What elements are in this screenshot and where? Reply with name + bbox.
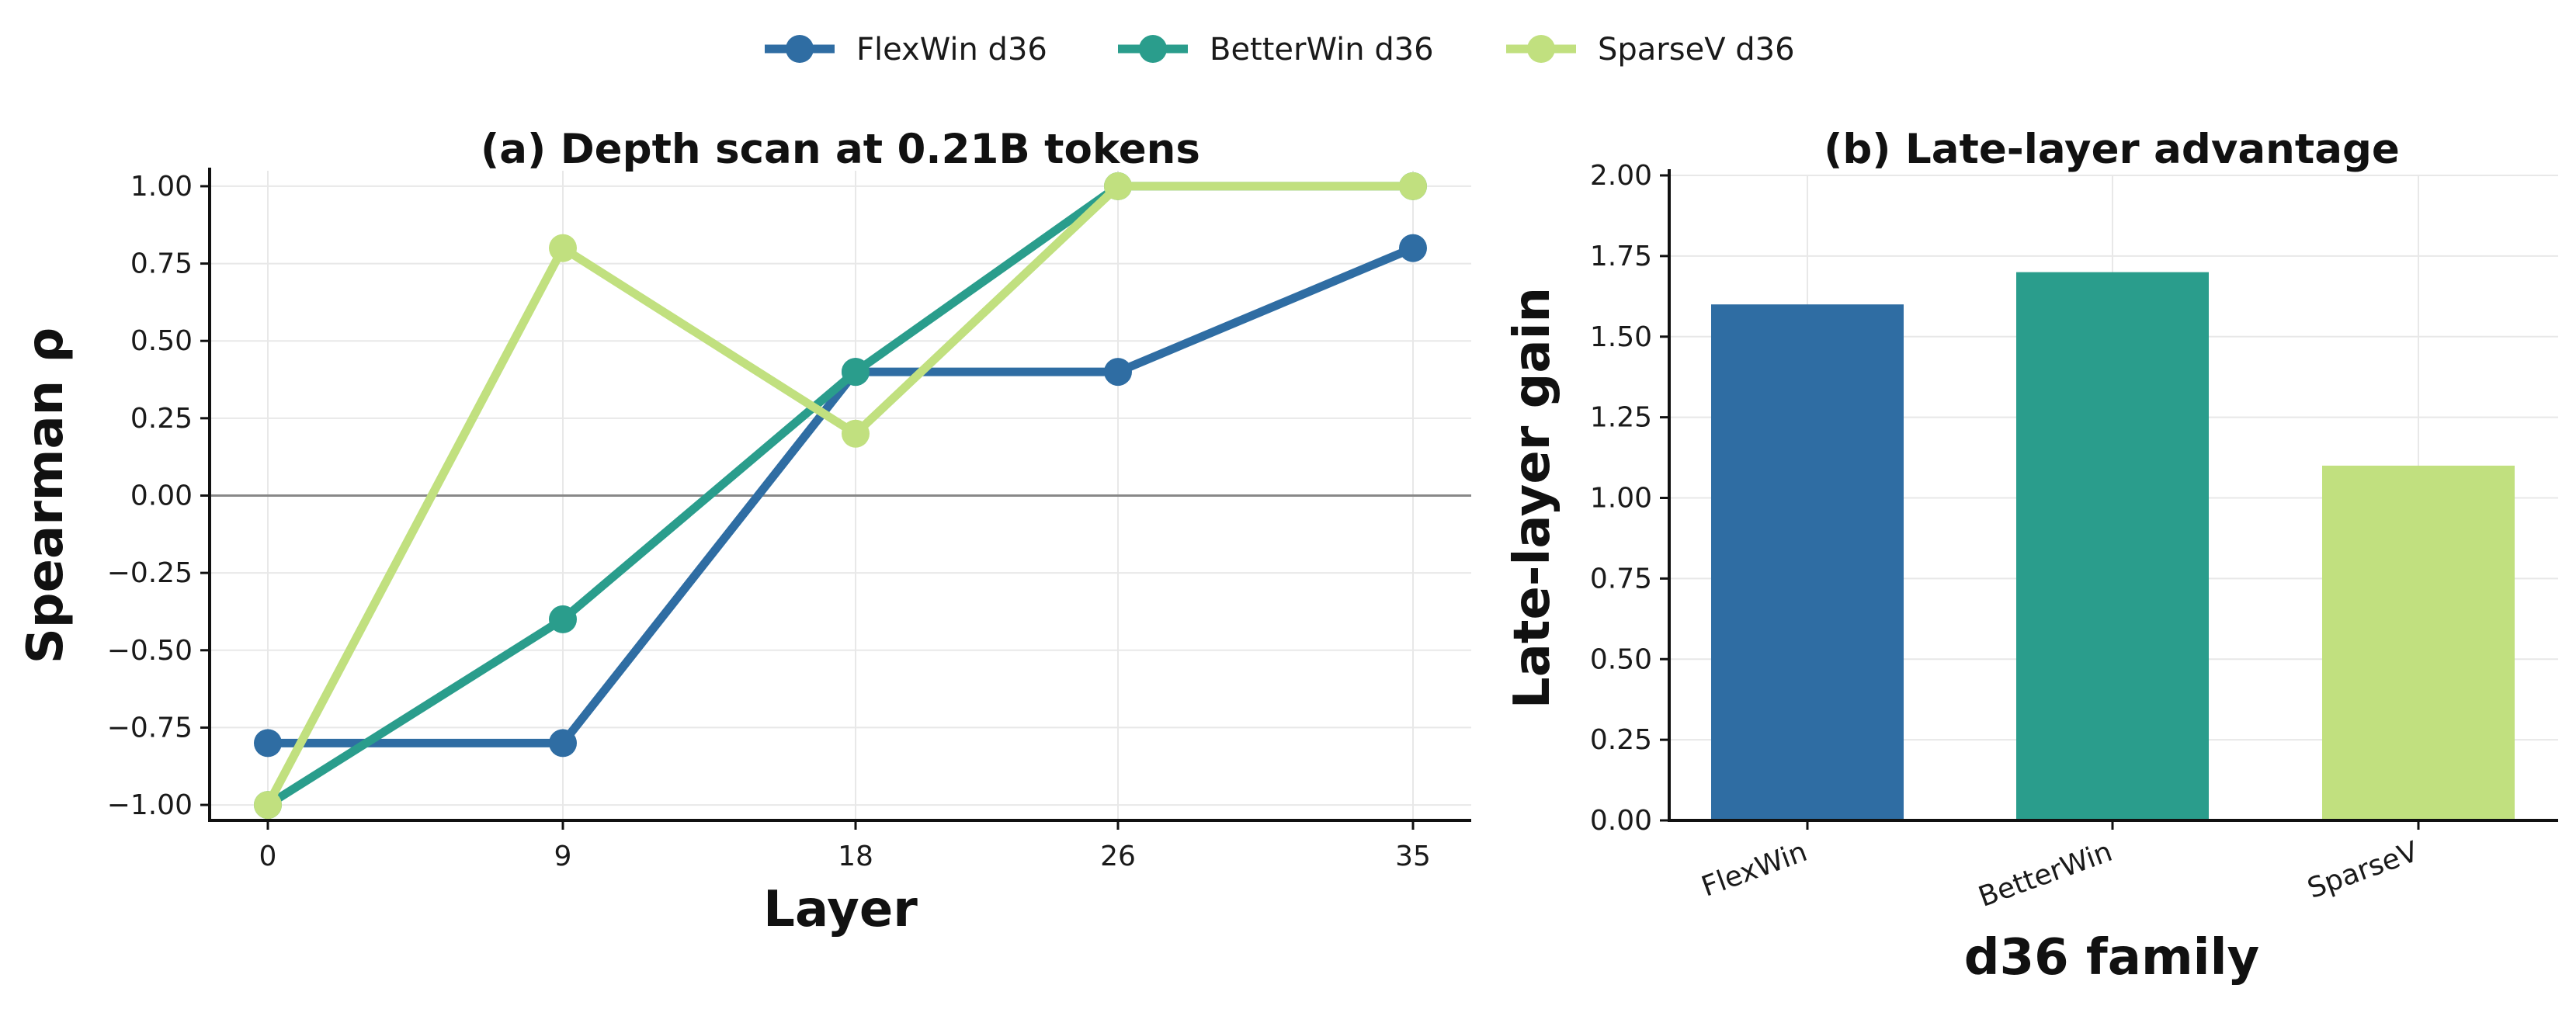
panel-b-ytick-label-3: 0.75 [1590, 563, 1652, 595]
panel-b-xtick-label-1: BetterWin [1974, 836, 2116, 914]
panel-a-ytick-label-7: −0.75 [107, 712, 193, 744]
panel-b-bar-0 [1711, 304, 1904, 820]
legend: FlexWin d36 BetterWin d36 SparseV d36 [765, 32, 1795, 68]
panel-a-point-0-0 [254, 729, 282, 758]
panel-a-xtick-label-4: 35 [1395, 841, 1431, 872]
panel-b-xtick-label-0: FlexWin [1697, 836, 1811, 903]
legend-marker-1 [1139, 35, 1167, 63]
panel-a-point-2-1 [549, 234, 577, 262]
panel-a-point-1-1 [549, 605, 577, 633]
panel-a-point-0-4 [1399, 234, 1427, 262]
panel-a-point-2-4 [1399, 172, 1427, 200]
panel-a-xtick-label-2: 18 [838, 841, 873, 872]
panel-a-title: (a) Depth scan at 0.21B tokens [481, 126, 1200, 173]
panel-a-ytick-label-3: 0.25 [130, 403, 193, 435]
panel-a-ytick-label-1: 0.75 [130, 248, 193, 280]
panel-b-ytick-label-7: 1.75 [1590, 241, 1652, 272]
panel-b-ytick-label-4: 1.00 [1590, 483, 1652, 515]
legend-label-2: SparseV d36 [1598, 32, 1795, 68]
panel-a-xtick-label-3: 26 [1100, 841, 1136, 872]
panel-a-point-0-1 [549, 729, 577, 758]
panel-b-x-axis-label: d36 family [1964, 929, 2259, 986]
panel-a-point-2-0 [254, 791, 282, 820]
panel-b-title: (b) Late-layer advantage [1824, 126, 2400, 173]
panel-a-point-1-2 [842, 358, 870, 387]
panel-b-ytick-label-0: 0.00 [1590, 805, 1652, 837]
panel-a-line-chart: (a) Depth scan at 0.21B tokens 1.00 0.75 0… [17, 126, 1471, 938]
panel-b-y-axis-label: Late-layer gain [1504, 287, 1561, 709]
panel-a-xtick-label-0: 0 [259, 841, 277, 872]
panel-a-ticks: 1.00 0.75 0.50 0.25 0.00 −0.25 −0.50 −0.75 −1.00… [107, 171, 1431, 872]
panel-a-ytick-label-0: 1.00 [130, 171, 193, 203]
panel-a-point-0-3 [1104, 358, 1132, 387]
panel-a-ytick-label-2: 0.50 [130, 325, 193, 357]
panel-b-xtick-label-2: SparseV [2303, 836, 2423, 905]
panel-b-ytick-label-6: 1.50 [1590, 321, 1652, 353]
panel-b-ytick-label-2: 0.50 [1590, 643, 1652, 675]
panel-a-ytick-label-5: −0.25 [107, 557, 193, 589]
panel-b-bar-2 [2322, 465, 2515, 820]
legend-label-1: BetterWin d36 [1210, 32, 1434, 68]
panel-b-ytick-label-8: 2.00 [1590, 160, 1652, 192]
panel-b-ytick-label-1: 0.25 [1590, 724, 1652, 756]
panel-b-bar-chart: (b) Late-layer advantage 0.00 0.25 0.50 0.7… [1504, 126, 2558, 986]
panel-a-ytick-label-6: −0.50 [107, 635, 193, 667]
panel-b-bars [1711, 272, 2515, 820]
legend-label-0: FlexWin d36 [856, 32, 1047, 68]
panel-a-xtick-label-1: 9 [554, 841, 572, 872]
panel-a-point-2-2 [842, 419, 870, 448]
panel-a-point-2-3 [1104, 172, 1132, 200]
panel-a-ytick-label-8: −1.00 [107, 789, 193, 821]
legend-marker-2 [1527, 35, 1555, 63]
panel-b-ytick-label-5: 1.25 [1590, 402, 1652, 434]
panel-a-x-axis-label: Layer [763, 881, 918, 938]
panel-b-bar-1 [2016, 272, 2209, 820]
panel-a-y-axis-label: Spearman ρ [17, 328, 75, 664]
panel-a-series [254, 172, 1427, 820]
panel-a-ytick-label-4: 0.00 [130, 480, 193, 512]
legend-marker-0 [786, 35, 814, 63]
